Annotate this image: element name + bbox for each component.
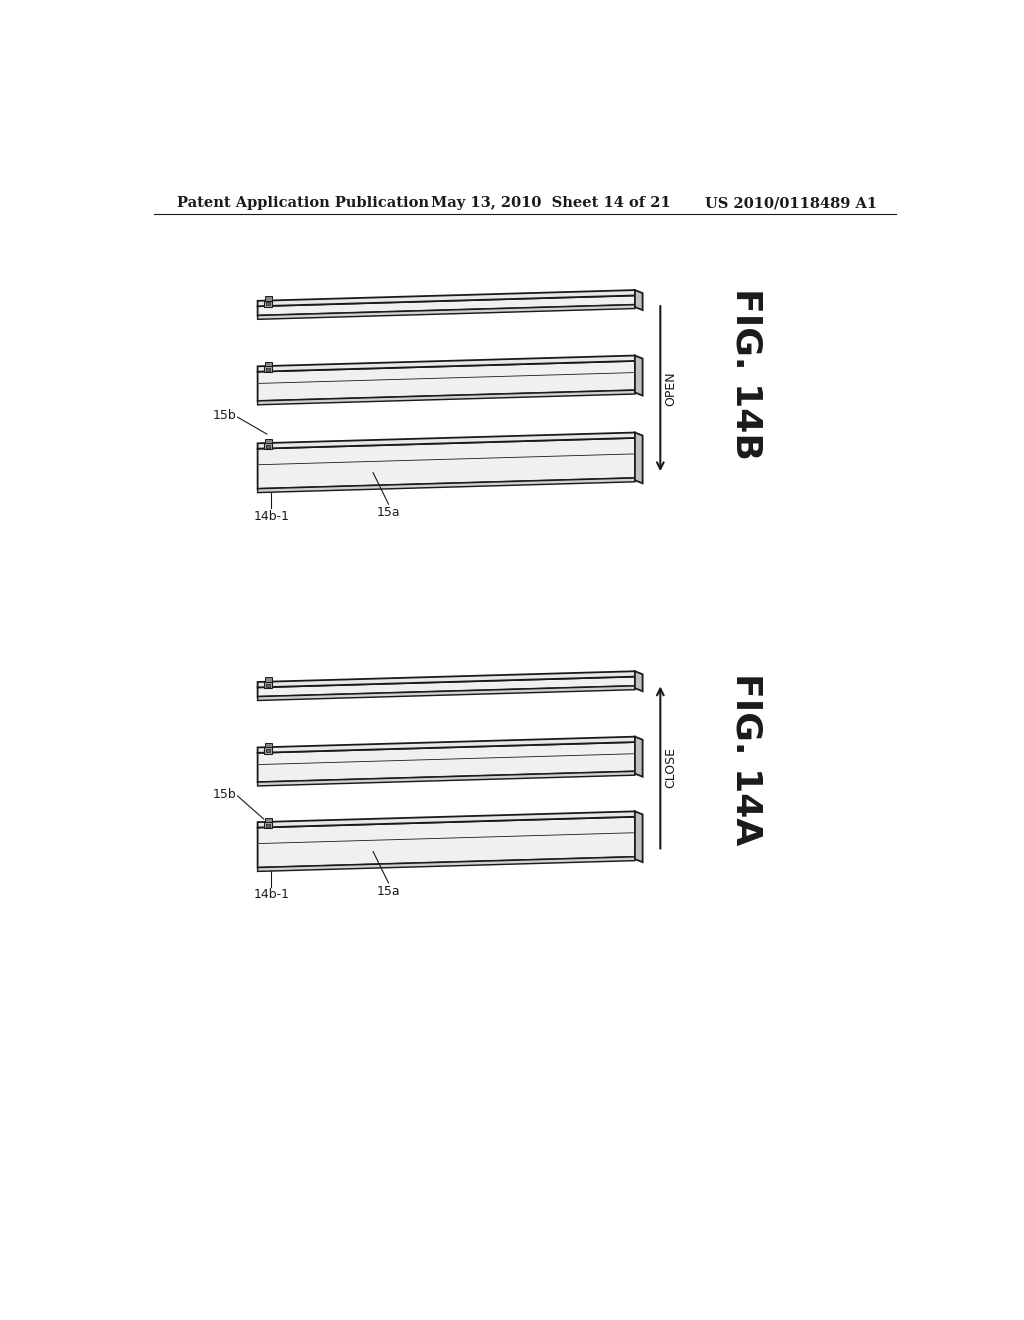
Polygon shape: [258, 812, 635, 828]
Polygon shape: [258, 438, 635, 488]
Bar: [266, 684, 270, 686]
Polygon shape: [635, 737, 643, 776]
Polygon shape: [258, 478, 635, 492]
Bar: [264, 301, 272, 308]
Polygon shape: [635, 290, 643, 310]
Text: FIG. 14B: FIG. 14B: [729, 288, 764, 459]
Polygon shape: [258, 290, 635, 306]
Polygon shape: [258, 391, 635, 405]
Polygon shape: [635, 355, 643, 396]
Text: US 2010/0118489 A1: US 2010/0118489 A1: [706, 197, 878, 210]
Bar: [264, 822, 272, 829]
Polygon shape: [258, 355, 635, 372]
Bar: [265, 438, 272, 444]
Bar: [264, 367, 272, 372]
Bar: [266, 824, 270, 826]
Text: OPEN: OPEN: [665, 371, 678, 407]
Text: May 13, 2010  Sheet 14 of 21: May 13, 2010 Sheet 14 of 21: [431, 197, 671, 210]
Bar: [265, 296, 272, 301]
Bar: [264, 444, 272, 449]
Bar: [266, 445, 270, 447]
Bar: [265, 677, 272, 682]
Polygon shape: [258, 677, 635, 697]
Text: 14b-1: 14b-1: [254, 510, 290, 523]
Bar: [265, 743, 272, 747]
Polygon shape: [258, 742, 635, 781]
Bar: [265, 817, 272, 822]
Bar: [266, 748, 270, 752]
Text: Patent Application Publication: Patent Application Publication: [177, 197, 429, 210]
Polygon shape: [258, 857, 635, 871]
Text: 15b: 15b: [212, 409, 237, 422]
Polygon shape: [635, 812, 643, 862]
Polygon shape: [258, 433, 635, 449]
Bar: [264, 747, 272, 754]
Polygon shape: [258, 817, 635, 867]
Bar: [264, 682, 272, 688]
Text: 15a: 15a: [377, 884, 400, 898]
Text: FIG. 14A: FIG. 14A: [729, 673, 764, 845]
Text: 15a: 15a: [377, 506, 400, 519]
Polygon shape: [635, 433, 643, 483]
Text: CLOSE: CLOSE: [665, 747, 678, 788]
Text: 15b: 15b: [212, 788, 237, 801]
Polygon shape: [258, 305, 635, 319]
Polygon shape: [258, 671, 635, 688]
Bar: [266, 368, 270, 371]
Text: 14b-1: 14b-1: [254, 888, 290, 902]
Bar: [266, 302, 270, 305]
Polygon shape: [258, 737, 635, 752]
Polygon shape: [635, 671, 643, 692]
Bar: [265, 362, 272, 367]
Polygon shape: [258, 360, 635, 401]
Polygon shape: [258, 296, 635, 315]
Polygon shape: [258, 771, 635, 785]
Polygon shape: [258, 686, 635, 701]
